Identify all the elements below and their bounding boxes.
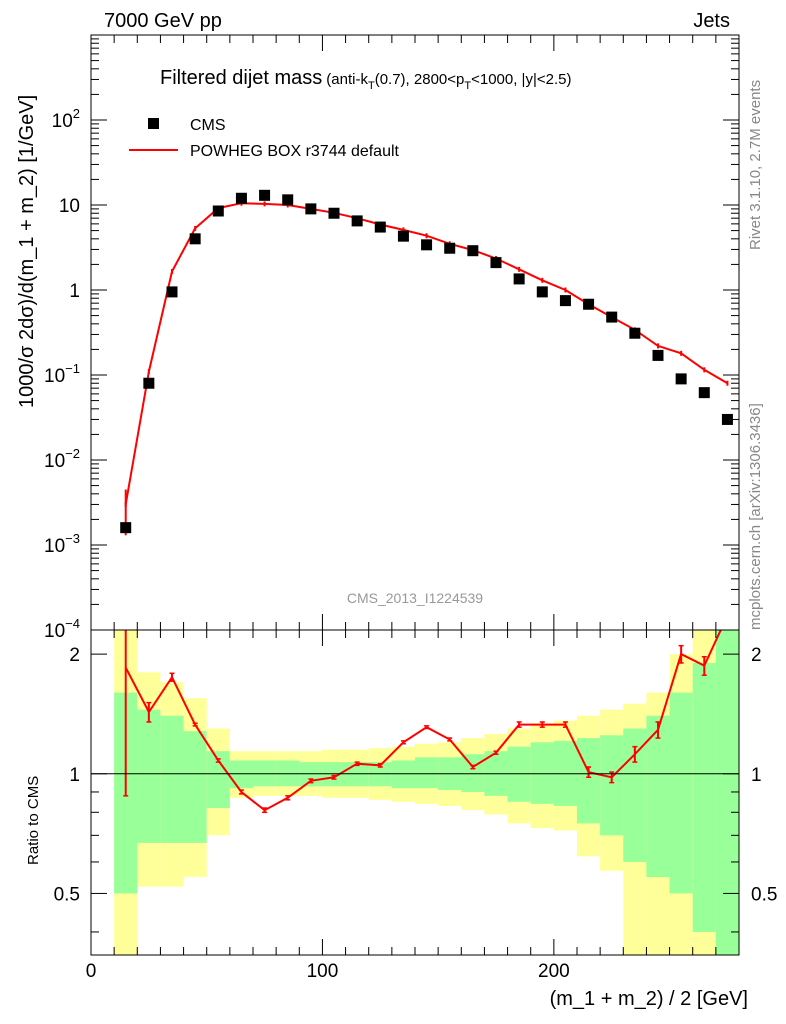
main-y-axis-label: 1000/σ 2dσ)/d(m_1 + m_2) [1/GeV] <box>16 95 38 408</box>
green-band-bin <box>577 738 601 824</box>
main-panel-marks <box>120 189 733 536</box>
title-sub-s2: T <box>464 80 471 92</box>
cms-data-point <box>721 413 733 425</box>
ratio-y-axis-label: Ratio to CMS <box>25 776 42 865</box>
y-tick-label: 102 <box>52 106 80 132</box>
header-beam-label: 7000 GeV pp <box>104 10 222 32</box>
ratio-panel-marks <box>123 630 722 814</box>
chart-title: Filtered dijet mass (anti-kT(0.7), 2800<p… <box>160 67 571 92</box>
cms-data-point <box>629 327 641 339</box>
cms-data-point <box>397 230 409 242</box>
ratio-uncertainty-bands <box>114 630 739 955</box>
mcplots-label: mcplots.cern.ch [arXiv:1306.3436] <box>747 403 764 630</box>
cms-data-point <box>583 298 595 310</box>
cms-data-point <box>513 273 525 285</box>
cms-data-point <box>212 205 224 217</box>
title-sub-mid2: <1000, |y|<2.5) <box>471 71 571 88</box>
ratio-tick-label-left: 2 <box>69 645 80 666</box>
x-tick-label: 100 <box>307 961 339 982</box>
cms-data-point <box>189 233 201 245</box>
y-tick-label: 10 <box>59 196 80 217</box>
ratio-tick-label-right: 2 <box>751 645 762 666</box>
green-band-bin <box>229 760 253 789</box>
rivet-label: Rivet 3.1.10, 2.7M events <box>747 80 764 250</box>
green-band-bin <box>692 662 716 932</box>
cms-data-point <box>328 207 340 219</box>
cms-data-point <box>421 239 433 251</box>
green-band-bin <box>160 715 184 843</box>
title-sub-s1: T <box>368 80 375 92</box>
cms-data-point <box>120 522 132 534</box>
green-band-bin <box>461 754 485 792</box>
y-tick-label: 10−2 <box>44 446 80 472</box>
green-band-bin <box>669 692 693 894</box>
cms-data-point <box>305 203 317 215</box>
green-band-bin <box>206 751 230 809</box>
green-band-bin <box>715 630 739 955</box>
ratio-axes: 0 100 200 2 2 1 1 0.5 0.5 <box>54 630 777 982</box>
green-band-bin <box>646 715 670 877</box>
legend-data-label: CMS <box>190 117 226 134</box>
cms-data-point <box>259 189 271 201</box>
green-band-bin <box>623 728 647 862</box>
ratio-tick-label-left: 0.5 <box>54 884 80 905</box>
y-tick-label: 10−3 <box>44 531 80 557</box>
cms-data-point <box>143 377 155 389</box>
cms-data-point <box>652 349 664 361</box>
legend-mc-label: POWHEG BOX r3744 default <box>190 143 400 160</box>
x-axis-label: (m_1 + m_2) / 2 [GeV] <box>550 988 748 1010</box>
title-sub-mid1: (0.7), 2800<p <box>375 71 465 88</box>
title-sub-prefix: (anti-k <box>326 71 368 88</box>
ratio-tick-label-right: 1 <box>751 765 762 786</box>
cms-data-point <box>536 286 548 298</box>
cms-data-point <box>467 245 479 257</box>
green-band-bin <box>600 735 624 836</box>
cms-data-point <box>559 295 571 307</box>
green-band-bin <box>415 757 439 789</box>
header-process-label: Jets <box>693 10 730 32</box>
y-tick-label: 1 <box>69 281 80 302</box>
cms-data-point <box>351 215 363 227</box>
cms-data-point <box>698 387 710 399</box>
green-band-bin <box>530 742 554 804</box>
cms-data-point <box>374 221 386 233</box>
x-tick-label: 200 <box>538 961 570 982</box>
cms-data-point <box>606 311 618 323</box>
green-band-bin <box>183 731 207 843</box>
ratio-tick-label-left: 1 <box>69 765 80 786</box>
x-tick-label: 0 <box>86 961 97 982</box>
green-band-bin <box>391 760 415 789</box>
legend-data-marker <box>148 118 159 129</box>
cms-data-point <box>675 373 687 385</box>
cms-data-point <box>490 257 502 269</box>
title-main: Filtered dijet mass <box>160 67 322 89</box>
main-axes: 102 10 1 10−1 10−2 10−3 10−4 <box>44 35 740 642</box>
analysis-watermark: CMS_2013_I1224539 <box>347 590 483 606</box>
green-band-bin <box>137 709 161 843</box>
cms-data-point <box>282 194 294 206</box>
ratio-tick-label-right: 0.5 <box>751 884 777 905</box>
main-panel-frame <box>90 34 740 631</box>
cms-data-point <box>166 286 178 298</box>
y-tick-label: 10−4 <box>44 616 80 642</box>
cms-data-point <box>235 192 247 204</box>
cms-data-point <box>444 242 456 254</box>
y-tick-label: 10−1 <box>44 361 80 387</box>
